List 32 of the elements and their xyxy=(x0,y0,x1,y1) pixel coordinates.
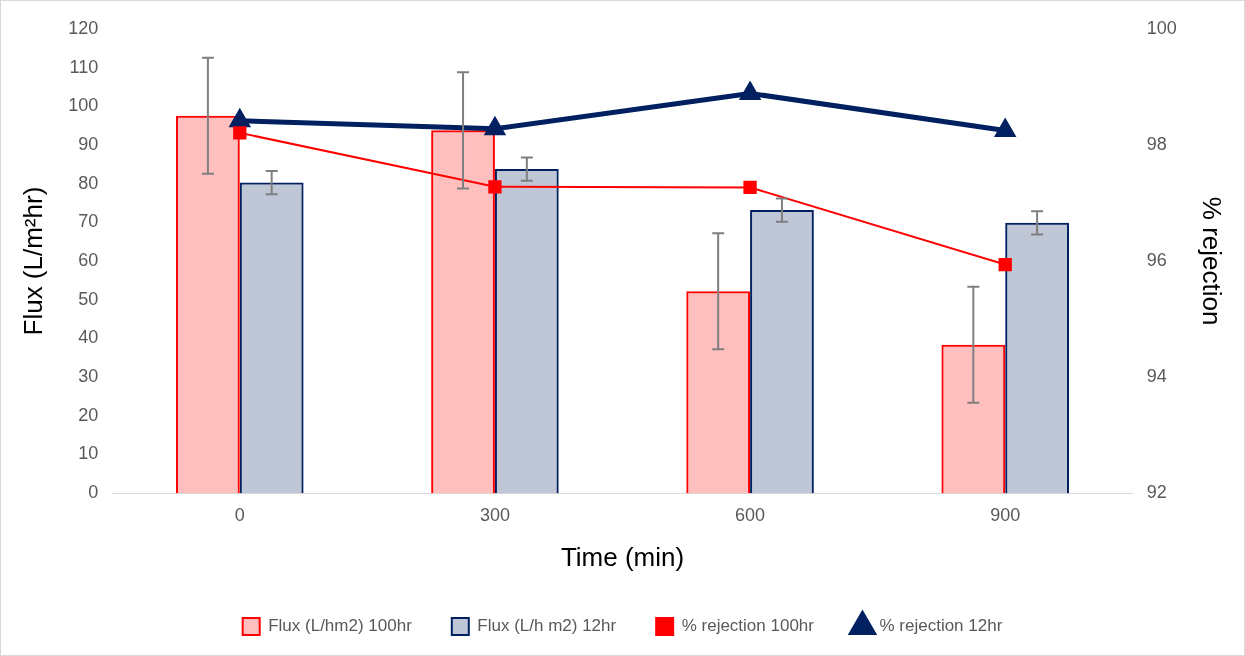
legend-label: % rejection 100hr xyxy=(681,616,815,636)
y-tick-label: 60 xyxy=(78,250,99,271)
y-tick-label: 20 xyxy=(78,404,99,425)
x-tick-label: 600 xyxy=(735,504,766,525)
y-tick-label: 10 xyxy=(78,443,99,464)
y-tick-label: 90 xyxy=(78,134,99,155)
y-tick-label: 70 xyxy=(78,211,99,232)
x-tick-label: 900 xyxy=(990,504,1021,525)
y2-tick-label: 98 xyxy=(1146,134,1167,155)
y-tick-label: 40 xyxy=(78,327,99,348)
x-axis-title: Time (min) xyxy=(560,541,685,572)
y-tick-label: 120 xyxy=(68,17,99,38)
y2-tick-label: 100 xyxy=(1146,17,1177,38)
x-tick-label: 300 xyxy=(479,504,510,525)
bar xyxy=(750,210,814,494)
y2-tick-label: 96 xyxy=(1146,250,1167,271)
y2-tick-label: 94 xyxy=(1146,366,1167,387)
y2-tick-label: 92 xyxy=(1146,482,1167,503)
bar xyxy=(1005,222,1069,494)
y2-axis-title: % rejection xyxy=(1197,196,1228,326)
x-tick-label: 0 xyxy=(234,504,245,525)
y-tick-label: 30 xyxy=(78,366,99,387)
y-tick-label: 50 xyxy=(78,288,99,309)
y-axis-title: Flux (L/m²hr) xyxy=(17,186,48,336)
legend-label: % rejection 12hr xyxy=(879,616,1003,636)
legend-label: Flux (L/h m2) 12hr xyxy=(477,616,617,636)
y-tick-label: 110 xyxy=(69,56,99,77)
y-tick-label: 0 xyxy=(88,482,99,503)
bar xyxy=(239,182,304,494)
y-tick-label: 80 xyxy=(78,172,99,193)
legend-label: Flux (L/hm2) 100hr xyxy=(268,616,413,636)
y-tick-label: 100 xyxy=(68,95,99,116)
